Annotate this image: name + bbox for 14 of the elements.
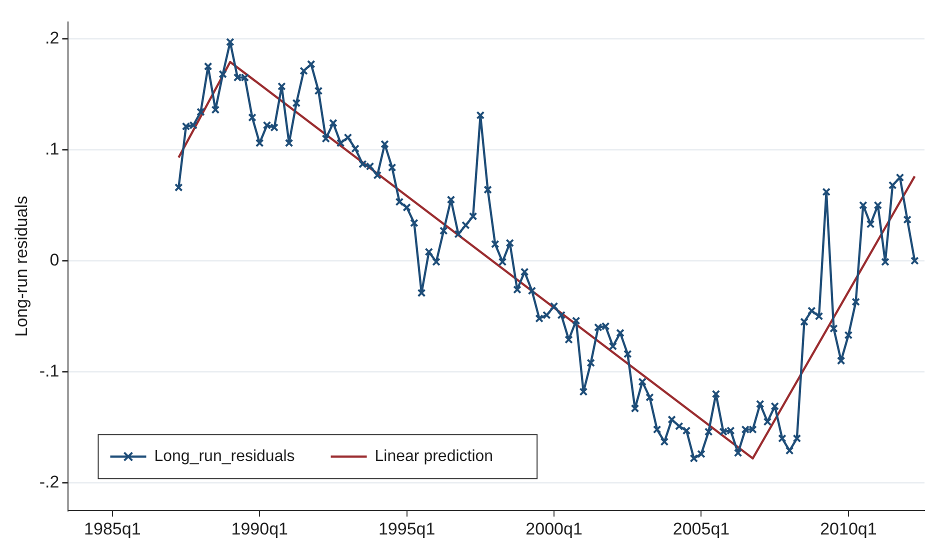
y-axis-title: Long-run residuals <box>12 196 31 337</box>
y-tick-label: 0 <box>50 250 60 270</box>
y-tick-label: -.1 <box>39 361 60 380</box>
x-tick-label: 1995q1 <box>378 519 436 538</box>
x-tick-label: 2005q1 <box>672 519 730 538</box>
y-tick-label: -.2 <box>39 472 60 492</box>
x-tick-label: 1990q1 <box>231 519 288 538</box>
x-tick-label: 2010q1 <box>820 519 877 538</box>
x-tick-label: 1985q1 <box>84 519 141 538</box>
legend-label: Long_run_residuals <box>154 448 295 466</box>
legend-label: Linear prediction <box>374 448 494 466</box>
y-tick-label: .2 <box>45 28 60 48</box>
x-tick-label: 2000q1 <box>526 519 582 538</box>
y-tick-label: .1 <box>45 139 60 158</box>
